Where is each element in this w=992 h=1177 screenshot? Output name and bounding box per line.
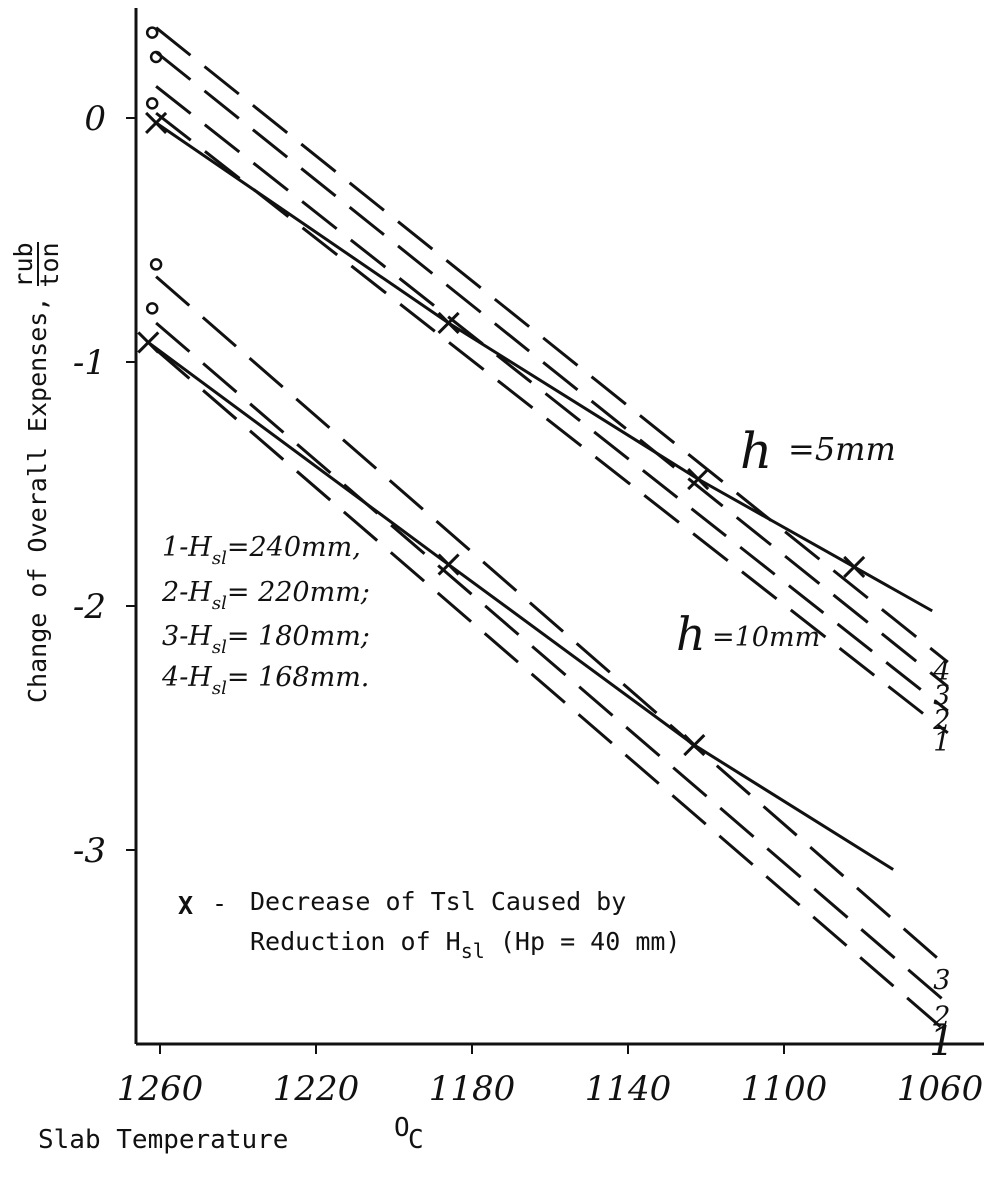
x-tick-label-1060: 1060 bbox=[897, 1069, 984, 1109]
circle-marker-h5-2 bbox=[145, 97, 159, 110]
dashed-line-h5-1 bbox=[155, 111, 949, 735]
y-axis-label: Change of Overall Expenses, bbox=[23, 297, 52, 703]
x-marker-h10-2 bbox=[683, 734, 706, 757]
circle-marker-h10-0 bbox=[149, 258, 163, 271]
label-h-10mm-h: h bbox=[676, 607, 706, 661]
legend-item-2: 2-Hsl= 220mm; bbox=[161, 577, 370, 614]
label-h-10mm: h =10mm bbox=[676, 607, 820, 661]
legend-3-num: 3 bbox=[162, 621, 179, 652]
legend-1-value: =240mm, bbox=[227, 532, 361, 563]
x-marker-stroke-b bbox=[687, 468, 710, 491]
svg-text:Reduction of Hsl (Hp = 40 mm): Reduction of Hsl (Hp = 40 mm) bbox=[250, 927, 680, 963]
legend-4-value: = 168mm. bbox=[227, 662, 370, 693]
line-label-h10-1: 1 bbox=[929, 1019, 954, 1065]
x-tick-label-1100: 1100 bbox=[741, 1069, 828, 1109]
legend-4-text: -H bbox=[179, 662, 212, 693]
note-line-2-prefix: Reduction of H bbox=[250, 927, 461, 956]
marker-note: X - Decrease of Tsl Caused by Reduction … bbox=[178, 887, 680, 963]
y-tick-label-2: -2 bbox=[73, 587, 106, 627]
svg-text:4-Hsl= 168mm.: 4-Hsl= 168mm. bbox=[161, 662, 369, 699]
circle-marker-h5-1 bbox=[149, 50, 163, 64]
legend-2-value: = 220mm; bbox=[227, 577, 370, 608]
note-marker: X bbox=[178, 891, 193, 920]
x-marker-h5-3 bbox=[843, 555, 866, 579]
line-label-h10-2: 2 bbox=[932, 1002, 950, 1033]
legend-4-sub: sl bbox=[212, 678, 227, 699]
x-marker-stroke-b bbox=[683, 734, 706, 757]
line-label-h10-3: 3 bbox=[933, 965, 950, 996]
x-tick-label-1220: 1220 bbox=[273, 1069, 360, 1109]
x-tick-label-1140: 1140 bbox=[585, 1069, 672, 1109]
line-label-h5-1: 1 bbox=[933, 727, 950, 758]
dashed-line-h10-3 bbox=[155, 275, 949, 969]
dashed-line-h5-2 bbox=[155, 85, 949, 713]
x-axis-unit-c: C bbox=[408, 1125, 424, 1155]
note-line-2-suffix: (Hp = 40 mm) bbox=[485, 927, 681, 956]
solid-lines bbox=[147, 121, 933, 871]
x-marker-stroke-b bbox=[843, 555, 866, 579]
x-axis-unit-degree: O bbox=[394, 1113, 410, 1143]
circle-marker-h5-0 bbox=[145, 26, 159, 39]
x-marker-h10-1 bbox=[437, 553, 460, 576]
solid-line-h10 bbox=[147, 341, 894, 871]
dashed-line-h10-1 bbox=[155, 348, 949, 1035]
note-line-2-sub: sl bbox=[461, 939, 485, 963]
svg-text:2-Hsl= 220mm;: 2-Hsl= 220mm; bbox=[161, 577, 370, 614]
x-marker-stroke-b bbox=[437, 553, 460, 576]
markers bbox=[137, 26, 866, 757]
label-h-10mm-value: =10mm bbox=[712, 622, 820, 653]
legend-1-num: 1 bbox=[162, 532, 179, 563]
x-marker-h5-2 bbox=[687, 468, 710, 491]
y-axis-unit-denominator: ton bbox=[35, 242, 64, 287]
legend-3-text: -H bbox=[179, 621, 212, 652]
legend-1-text: -H bbox=[179, 532, 212, 563]
legend-2-num: 2 bbox=[161, 577, 179, 608]
x-marker-h5-1 bbox=[437, 311, 460, 335]
x-tick-label-1260: 1260 bbox=[117, 1069, 204, 1109]
label-h-5mm-value: =5mm bbox=[788, 430, 896, 468]
dashed-line-h5-4 bbox=[155, 26, 949, 664]
dashed-lines bbox=[155, 26, 949, 1035]
legend-4-num: 4 bbox=[161, 662, 179, 693]
x-marker-stroke-b bbox=[137, 331, 160, 354]
y-axis-title: Change of Overall Expenses, rub ton bbox=[9, 242, 64, 703]
x-marker-stroke-b bbox=[437, 311, 460, 335]
dashed-line-h5-3 bbox=[155, 50, 949, 688]
line-label-h5-2: 2 bbox=[932, 705, 950, 736]
legend-2-text: -H bbox=[179, 577, 212, 608]
legend-item-3: 3-Hsl= 180mm; bbox=[162, 621, 370, 658]
legend-item-4: 4-Hsl= 168mm. bbox=[161, 662, 369, 699]
dashed-line-h10-2 bbox=[155, 321, 949, 1005]
legend-item-1: 1-Hsl=240mm, bbox=[162, 532, 361, 569]
note-line-1: Decrease of Tsl Caused by bbox=[250, 887, 626, 916]
legend: 1-Hsl=240mm, 2-Hsl= 220mm; 3-Hsl= 180mm;… bbox=[161, 532, 370, 699]
x-marker-h5-0 bbox=[145, 111, 168, 134]
line-label-h5-3: 3 bbox=[933, 681, 950, 712]
legend-3-sub: sl bbox=[212, 637, 227, 658]
legend-1-sub: sl bbox=[212, 548, 227, 569]
svg-text:1-Hsl=240mm,: 1-Hsl=240mm, bbox=[162, 532, 361, 569]
line-label-h5-4: 4 bbox=[932, 656, 950, 687]
legend-2-sub: sl bbox=[212, 593, 227, 614]
label-h-5mm: h =5mm bbox=[740, 422, 896, 480]
y-axis-unit-numerator: rub bbox=[9, 242, 38, 287]
x-marker-h10-0 bbox=[137, 331, 160, 354]
legend-3-value: = 180mm; bbox=[227, 621, 370, 652]
svg-text:3-Hsl= 180mm;: 3-Hsl= 180mm; bbox=[162, 621, 370, 658]
y-tick-label-1: -1 bbox=[73, 343, 106, 383]
x-tick-label-1180: 1180 bbox=[429, 1069, 516, 1109]
note-dash: - bbox=[212, 889, 227, 918]
y-tick-label-0: 0 bbox=[84, 99, 106, 139]
circle-marker-h10-1 bbox=[145, 302, 159, 315]
y-tick-label-3: -3 bbox=[73, 831, 106, 871]
x-axis-label: Slab Temperature bbox=[38, 1125, 288, 1155]
label-h-5mm-h: h bbox=[740, 422, 772, 480]
x-marker-stroke-b bbox=[145, 111, 168, 134]
